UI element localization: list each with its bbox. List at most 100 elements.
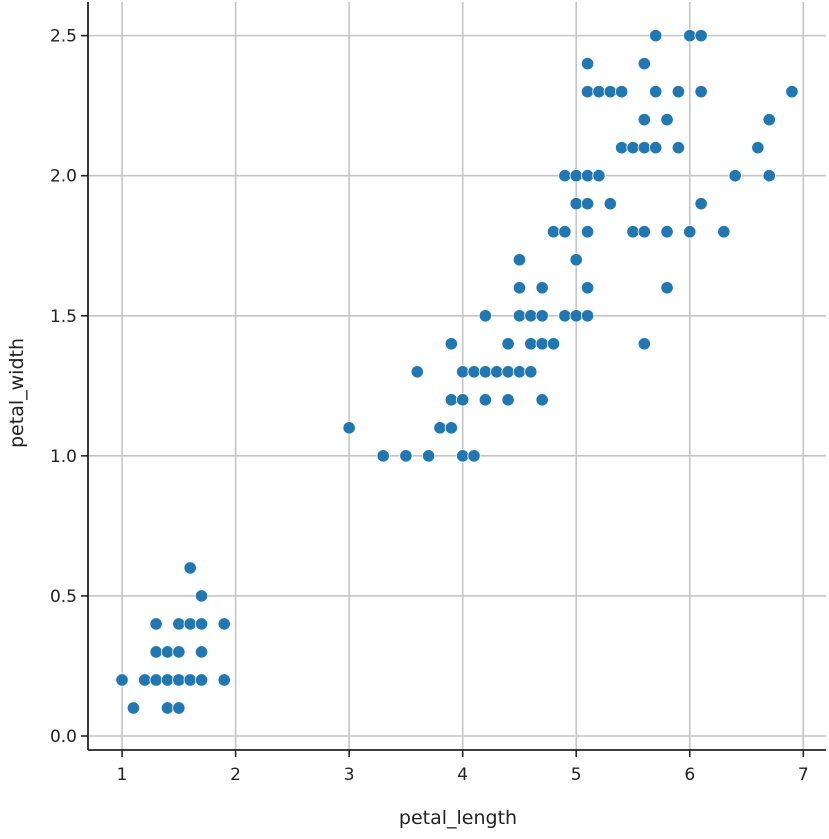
- data-point: [535, 281, 549, 295]
- data-point: [546, 225, 561, 239]
- data-point: [762, 113, 776, 127]
- data-point: [501, 365, 515, 379]
- data-point: [194, 589, 209, 603]
- data-point: [478, 365, 492, 379]
- data-point: [603, 197, 617, 211]
- data-point: [694, 85, 708, 99]
- data-point: [649, 141, 663, 155]
- data-point: [694, 29, 708, 43]
- data-point: [558, 169, 572, 183]
- data-point: [149, 673, 163, 687]
- x-tick-label: 3: [344, 765, 355, 785]
- data-point: [637, 337, 651, 351]
- data-point: [580, 197, 595, 211]
- data-point: [637, 225, 651, 239]
- data-point: [456, 449, 470, 463]
- data-point: [512, 281, 527, 295]
- data-point: [637, 57, 651, 71]
- data-point: [580, 57, 595, 71]
- data-point: [762, 169, 776, 183]
- data-point: [512, 309, 527, 323]
- data-point: [115, 673, 129, 687]
- data-point: [172, 701, 186, 715]
- data-point: [569, 253, 583, 267]
- data-point: [444, 393, 458, 407]
- data-point: [342, 421, 356, 435]
- data-point: [149, 645, 163, 659]
- data-point: [410, 365, 424, 379]
- data-point: [456, 365, 470, 379]
- x-tick-label: 2: [230, 765, 241, 785]
- data-point: [626, 225, 640, 239]
- data-point: [512, 365, 527, 379]
- data-point: [172, 617, 186, 631]
- data-point: [580, 309, 595, 323]
- data-point: [172, 645, 186, 659]
- axes: [81, 2, 826, 757]
- data-point: [160, 673, 175, 687]
- data-point: [376, 449, 390, 463]
- data-point: [524, 337, 538, 351]
- data-point: [546, 337, 561, 351]
- y-tick-label: 0.5: [50, 587, 77, 607]
- data-point: [728, 169, 742, 183]
- data-point: [478, 309, 492, 323]
- data-point: [580, 225, 595, 239]
- tick-labels: 1 2 3 4 5 6 7 0.0 0.5 1.0 1.5 2.0 2.5: [50, 27, 809, 785]
- y-tick-label: 2.0: [50, 167, 77, 187]
- data-point: [217, 617, 231, 631]
- data-point: [456, 393, 470, 407]
- data-point: [399, 449, 413, 463]
- data-point: [160, 645, 175, 659]
- data-point: [615, 141, 629, 155]
- y-tick-label: 1.5: [50, 307, 77, 327]
- data-point: [660, 281, 674, 295]
- data-point: [751, 141, 765, 155]
- data-point: [637, 141, 651, 155]
- y-tick-label: 1.0: [50, 447, 77, 467]
- x-axis-title: petal_length: [399, 807, 517, 829]
- data-point: [683, 225, 697, 239]
- data-point: [524, 309, 538, 323]
- data-point: [444, 337, 458, 351]
- data-point: [671, 85, 686, 99]
- data-point: [569, 197, 583, 211]
- data-point: [524, 365, 538, 379]
- data-point: [149, 617, 163, 631]
- data-point: [217, 673, 231, 687]
- data-point: [501, 393, 515, 407]
- data-point: [569, 169, 583, 183]
- data-point: [637, 113, 651, 127]
- data-point: [660, 225, 674, 239]
- data-point: [569, 309, 583, 323]
- data-point: [717, 225, 731, 239]
- y-axis-title: petal_width: [6, 338, 28, 448]
- data-point: [194, 645, 209, 659]
- data-point: [694, 197, 708, 211]
- data-point: [183, 561, 197, 575]
- data-point: [649, 29, 663, 43]
- data-point: [535, 309, 549, 323]
- data-point: [433, 421, 447, 435]
- data-point: [501, 337, 515, 351]
- data-point: [558, 309, 572, 323]
- data-point: [183, 673, 197, 687]
- data-point: [615, 85, 629, 99]
- data-point: [126, 701, 141, 715]
- data-point: [535, 393, 549, 407]
- y-tick-label: 2.5: [50, 27, 77, 47]
- data-point: [172, 673, 186, 687]
- data-point: [194, 673, 209, 687]
- grid-lines: [88, 2, 826, 750]
- y-tick-label: 0.0: [50, 727, 77, 747]
- data-point: [603, 85, 617, 99]
- data-point: [512, 253, 527, 267]
- data-point: [183, 617, 197, 631]
- data-point: [660, 113, 674, 127]
- x-tick-label: 1: [117, 765, 128, 785]
- data-point: [160, 701, 175, 715]
- data-point: [649, 85, 663, 99]
- data-point: [580, 85, 595, 99]
- data-point: [592, 169, 606, 183]
